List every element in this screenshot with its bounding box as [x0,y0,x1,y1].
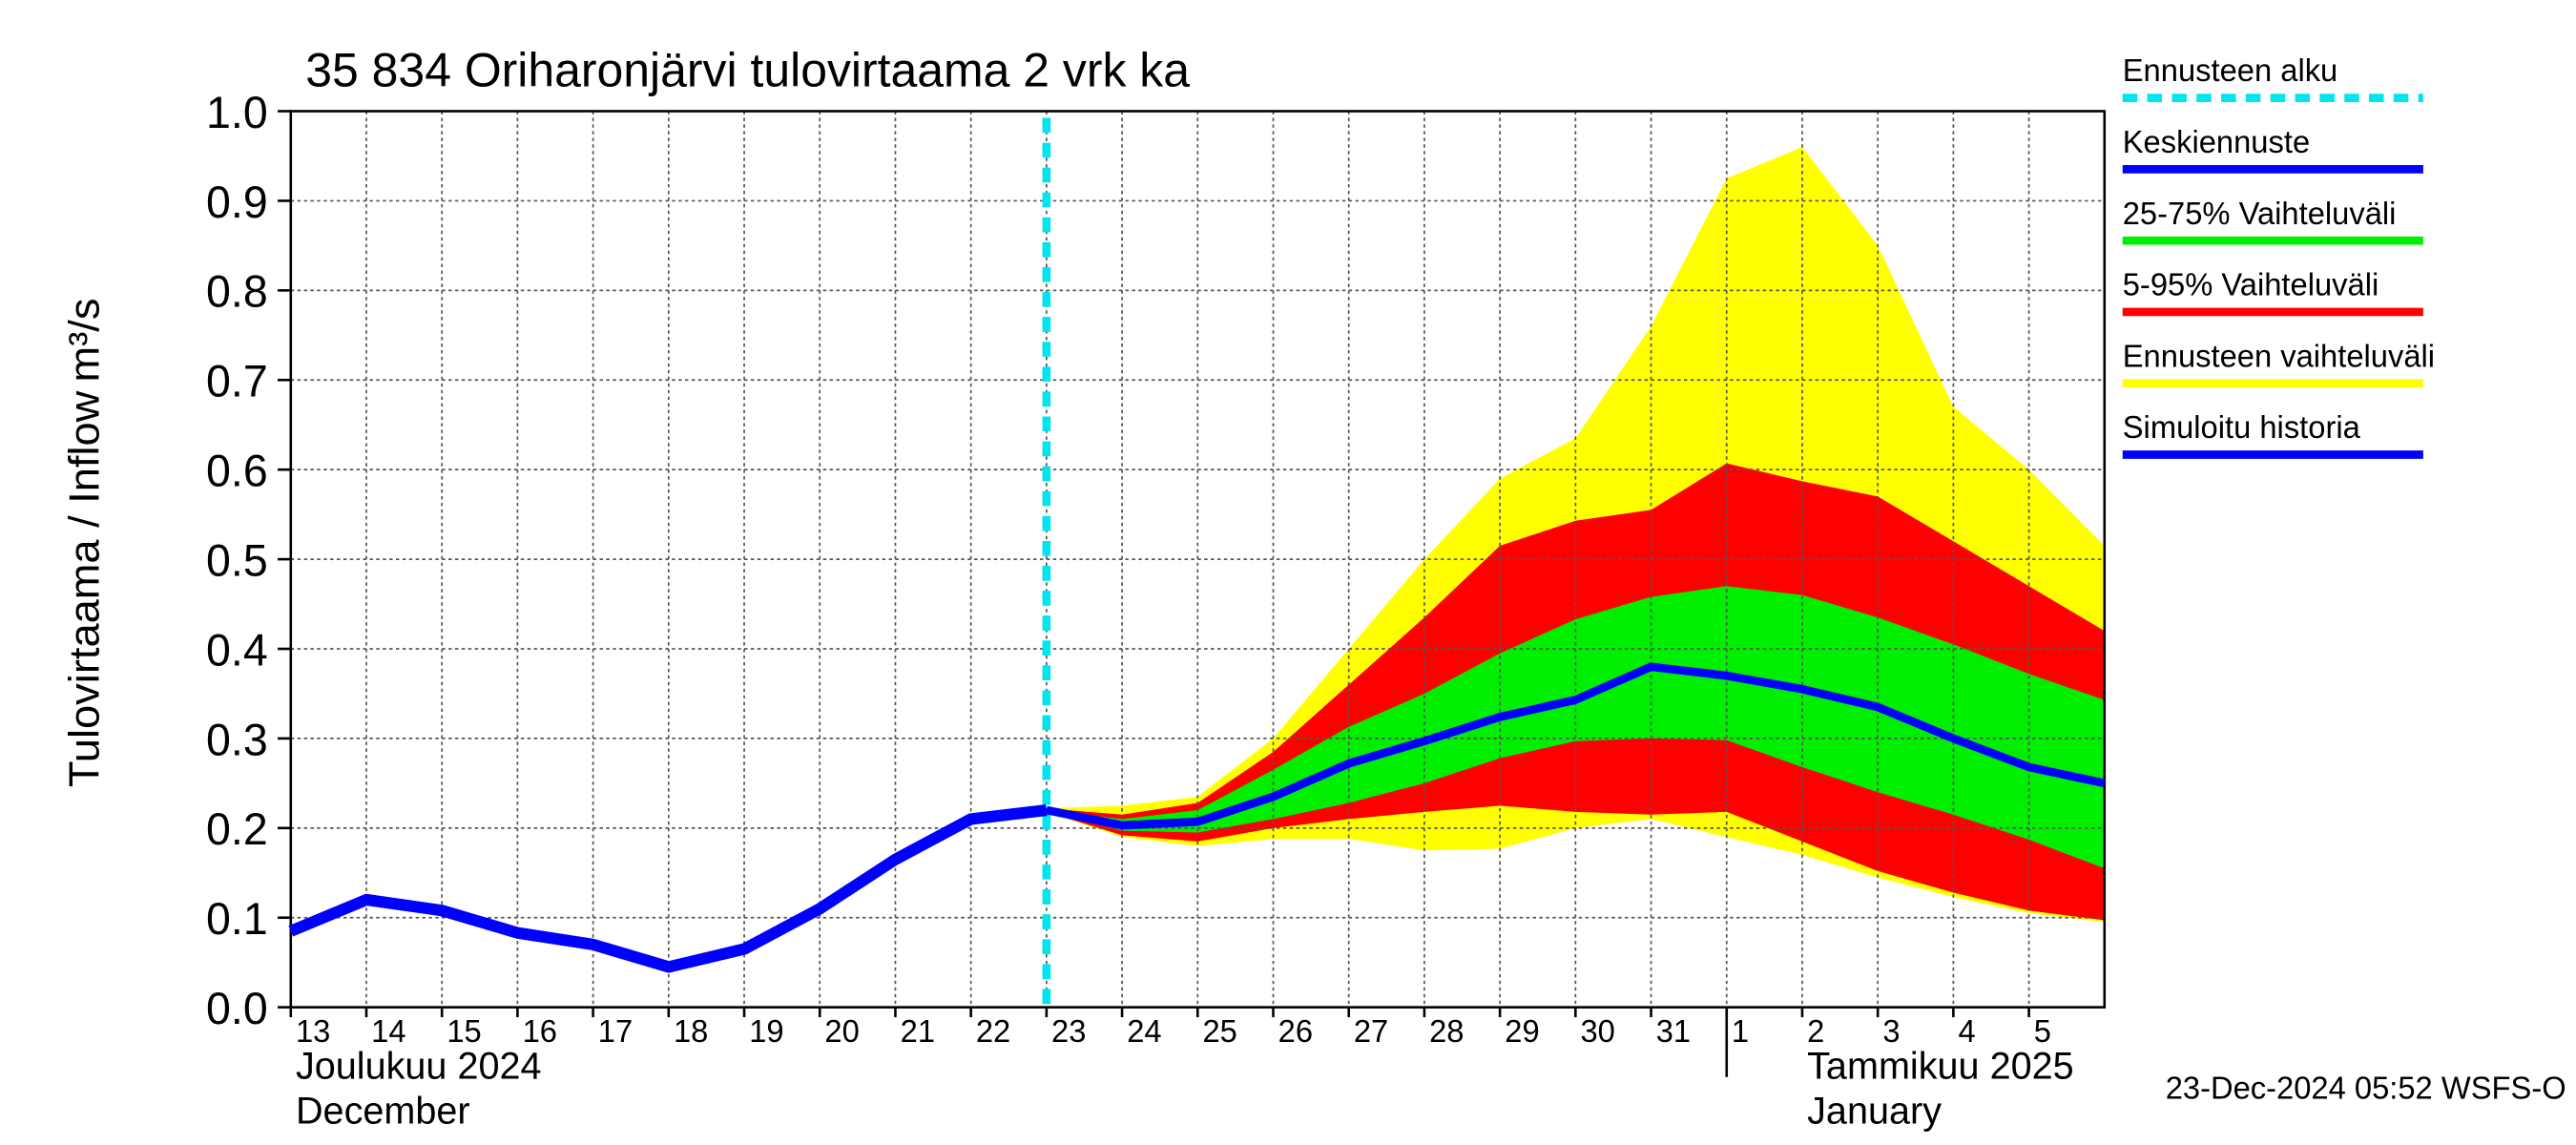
y-tick-label: 0.3 [206,715,268,764]
y-tick-label: 0.1 [206,894,268,944]
x-tick-label: 15 [447,1013,481,1049]
y-tick-label: 0.6 [206,446,268,495]
x-tick-label: 18 [674,1013,708,1049]
x-tick-label: 1 [1732,1013,1749,1049]
x-tick-label: 25 [1202,1013,1236,1049]
x-tick-label: 3 [1882,1013,1900,1049]
footer: 23-Dec-2024 05:52 WSFS-O [2166,1070,2566,1105]
series-line [1046,662,2106,830]
y-tick-label: 0.8 [206,267,268,317]
month-label: Joulukuu 2024 [296,1045,542,1087]
x-tick-label: 19 [749,1013,783,1049]
legend-label: Keskiennuste [2123,124,2310,159]
y-tick-label: 0.9 [206,177,268,227]
x-tick-label: 24 [1127,1013,1161,1049]
y-axis-label: Tulovirtaama / Inflow [60,390,109,787]
x-tick-label: 30 [1581,1013,1615,1049]
x-tick-label: 5 [2034,1013,2051,1049]
x-tick-label: 26 [1278,1013,1313,1049]
x-tick-label: 14 [371,1013,405,1049]
month-label: Tammikuu 2025 [1807,1045,2074,1087]
legend-label: Ennusteen vaihteluväli [2123,338,2435,373]
x-tick-label: 31 [1656,1013,1691,1049]
x-tick-label: 4 [1959,1013,1976,1049]
y-tick-label: 0.0 [206,984,268,1033]
y-tick-label: 1.0 [206,88,268,137]
x-tick-label: 16 [523,1013,557,1049]
plot-frame [289,110,2107,1009]
y-tick-label: 0.4 [206,625,268,675]
y-axis-unit: m³/s [60,299,109,383]
legend-label: 5-95% Vaihteluväli [2123,266,2379,302]
x-tick-label: 27 [1354,1013,1388,1049]
x-tick-label: 13 [296,1013,330,1049]
y-tick-label: 0.2 [206,804,268,854]
month-label: December [296,1090,470,1132]
y-tick-label: 0.7 [206,356,268,406]
x-tick-label: 21 [901,1013,935,1049]
x-tick-label: 28 [1429,1013,1464,1049]
x-tick-label: 23 [1051,1013,1086,1049]
legend-label: Simuloitu historia [2123,409,2361,445]
x-tick-label: 22 [976,1013,1010,1049]
x-tick-label: 17 [598,1013,633,1049]
legend-label: Ennusteen alku [2123,52,2338,88]
x-tick-label: 29 [1505,1013,1539,1049]
x-tick-label: 20 [824,1013,859,1049]
forecast-band [1046,586,2105,869]
y-tick-label: 0.5 [206,535,268,585]
chart-title: 35 834 Oriharonjärvi tulovirtaama 2 vrk … [305,43,1190,96]
x-tick-label: 2 [1807,1013,1824,1049]
series-line [288,803,1048,973]
legend-label: 25-75% Vaihteluväli [2123,196,2397,231]
month-label: January [1807,1090,1942,1132]
